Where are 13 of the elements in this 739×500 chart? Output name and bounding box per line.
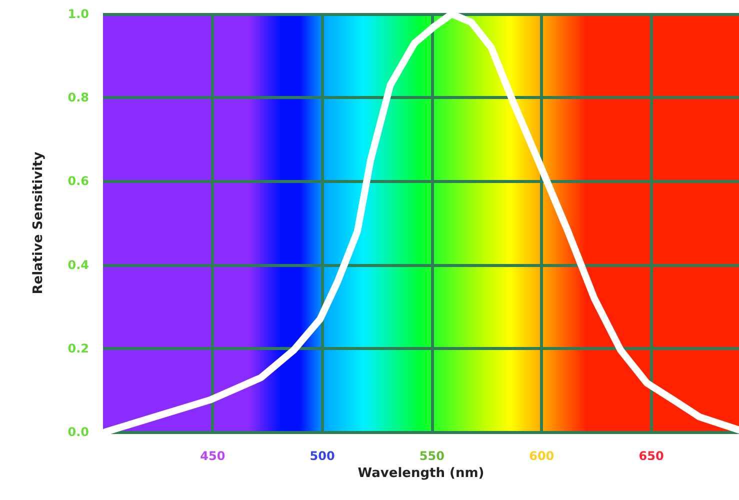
x-tick-label: 600 [529,449,554,463]
y-tick-label: 1.0 [68,7,89,21]
y-tick-label: 0.2 [68,341,89,356]
x-tick-label: 450 [200,449,226,463]
x-tick-label: 500 [310,449,335,463]
y-tick-label: 0.8 [68,90,89,105]
y-tick-label: 0.4 [68,258,89,272]
x-tick-label: 650 [638,449,664,463]
y-tick-label: 0.0 [68,425,89,439]
x-tick-label: 550 [419,449,444,463]
y-tick-label: 0.6 [68,174,89,188]
x-axis-title: Wavelength (nm) [358,466,484,481]
y-axis-title: Relative Sensitivity [31,151,46,294]
